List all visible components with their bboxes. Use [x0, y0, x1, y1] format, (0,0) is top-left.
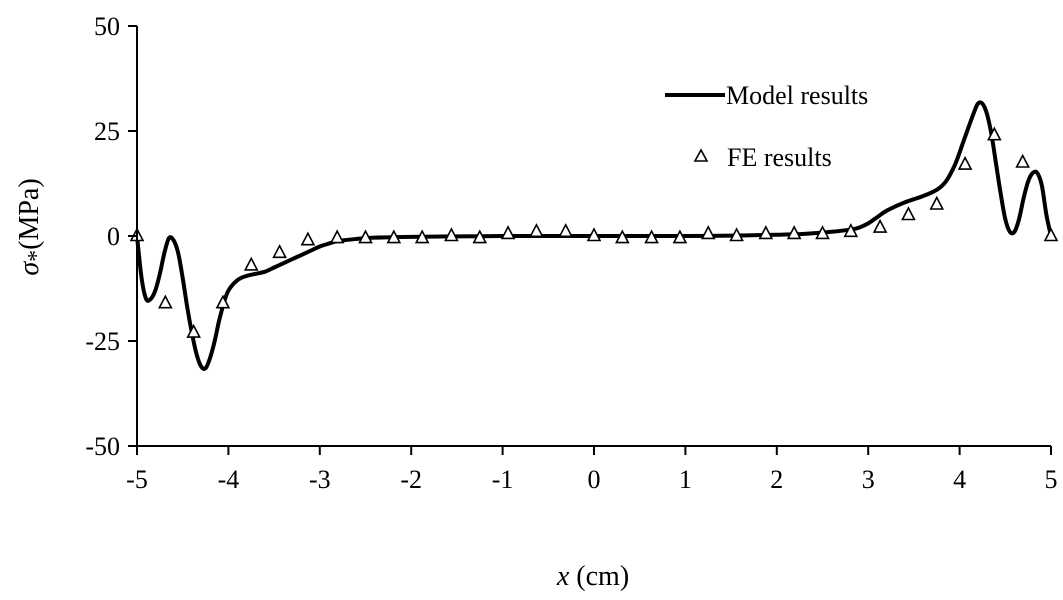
y-axis-label: σ*(MPa) — [14, 178, 50, 275]
x-tick-label: 5 — [1045, 465, 1058, 494]
legend: Model results FE results — [665, 81, 868, 172]
legend-fe-label: FE results — [727, 143, 832, 172]
fe-data-point — [700, 225, 716, 240]
x-tick-label: 1 — [679, 465, 692, 494]
fe-data-point — [414, 229, 430, 244]
fe-data-point — [444, 227, 459, 242]
fe-data-point — [843, 223, 859, 238]
fe-data-point — [300, 231, 316, 246]
fe-data-point — [901, 206, 916, 221]
legend-model-label: Model results — [726, 81, 868, 110]
y-tick-label: 50 — [94, 12, 120, 41]
fe-data-point — [729, 227, 744, 242]
x-tick-label: -2 — [400, 465, 422, 494]
fe-data-point — [243, 256, 259, 271]
fe-data-point — [500, 225, 516, 240]
fe-data-point — [272, 244, 287, 259]
fe-data-point — [957, 155, 973, 170]
x-tick-label: 3 — [862, 465, 875, 494]
fe-data-point — [586, 227, 602, 242]
fe-data-point — [1043, 227, 1059, 242]
x-axis-ticks: -5 -4 -3 -2 -1 0 1 2 3 4 5 — [126, 446, 1058, 494]
x-axis-label: x (cm) — [556, 561, 629, 592]
fe-data-point — [358, 229, 373, 244]
fe-data-point — [644, 229, 659, 244]
fe-data-point — [815, 225, 830, 240]
fe-data-point — [929, 195, 945, 210]
x-tick-label: -5 — [126, 465, 148, 494]
fe-data-point — [215, 294, 231, 309]
y-tick-label: 0 — [107, 222, 120, 251]
fe-data-point — [558, 223, 573, 238]
fe-data-point — [672, 229, 688, 244]
x-tick-label: 2 — [770, 465, 783, 494]
fe-data-point — [386, 229, 402, 244]
y-tick-label: -25 — [85, 327, 120, 356]
fe-data-point — [758, 225, 774, 240]
fe-data-point — [529, 223, 544, 238]
fe-data-point — [987, 126, 1002, 141]
plot-area — [129, 100, 1059, 371]
x-tick-label: -3 — [309, 465, 331, 494]
x-tick-label: 4 — [953, 465, 966, 494]
legend-fe-triangle-icon — [693, 148, 709, 162]
y-axis-ticks: 50 25 0 -25 -50 — [85, 12, 137, 461]
y-tick-label: -50 — [85, 432, 120, 461]
fe-data-point — [186, 323, 201, 338]
x-tick-label: 0 — [588, 465, 601, 494]
fe-data-point — [472, 229, 488, 244]
fe-results-markers — [129, 126, 1059, 338]
x-tick-label: -1 — [492, 465, 514, 494]
x-tick-label: -4 — [218, 465, 240, 494]
fe-data-point — [1015, 153, 1030, 168]
axes: -5 -4 -3 -2 -1 0 1 2 3 4 5 50 25 0 -25 -50 — [85, 12, 1057, 494]
fe-data-point — [615, 229, 630, 244]
fe-data-point — [158, 294, 173, 309]
fe-data-point — [872, 218, 888, 233]
fe-data-point — [786, 225, 802, 240]
fe-data-point — [329, 229, 345, 244]
y-tick-label: 25 — [94, 117, 120, 146]
